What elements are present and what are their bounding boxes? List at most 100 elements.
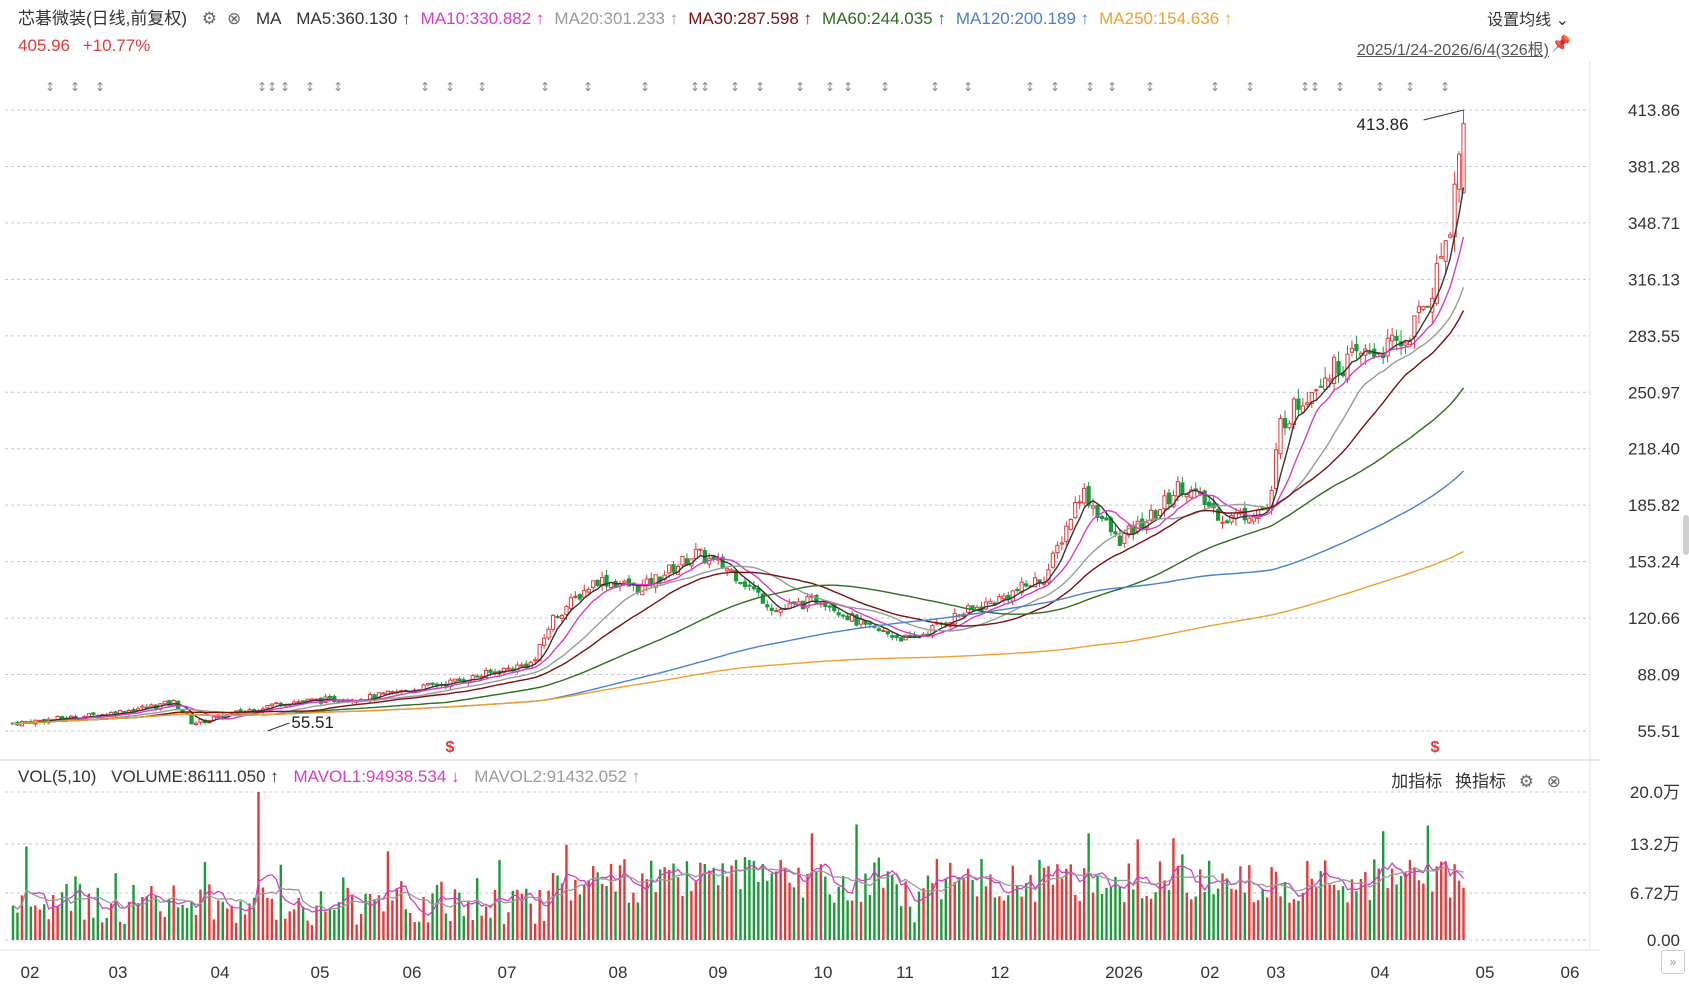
event-marker-icon: ↕ xyxy=(1085,80,1095,94)
chevron-right-icon[interactable]: » xyxy=(1661,950,1685,974)
volume-bar xyxy=(734,859,738,940)
candle-body xyxy=(729,569,734,572)
ma20-line xyxy=(12,287,1465,725)
candle-body xyxy=(738,581,743,585)
volume-bar xyxy=(1082,868,1086,940)
volume-bar xyxy=(203,862,207,940)
volume-bar xyxy=(25,846,28,940)
volume-bar xyxy=(1359,878,1363,940)
price-row: 405.96 +10.77% xyxy=(18,36,158,56)
candle-body xyxy=(1046,569,1051,583)
volume-bar xyxy=(1140,898,1144,940)
ma250-line xyxy=(12,550,1464,725)
volume-bar xyxy=(1435,866,1438,940)
date-range[interactable]: 2025/1/24-2026/6/4(326根) xyxy=(1356,42,1549,59)
candle-body xyxy=(265,704,270,709)
volume-bar xyxy=(1118,886,1122,940)
volume-bar xyxy=(565,844,568,940)
candle-body xyxy=(1166,492,1172,505)
volume-tick-label: 13.2万 xyxy=(1630,835,1680,854)
volume-bar xyxy=(310,925,314,940)
volume-bar xyxy=(1145,895,1148,940)
candle-body xyxy=(501,667,507,674)
volume-bar xyxy=(288,911,291,940)
gear-icon[interactable]: ⚙ xyxy=(1518,772,1535,791)
event-marker-icon: ↕ xyxy=(690,80,700,94)
candle-body xyxy=(506,667,511,670)
candle-body xyxy=(488,669,493,673)
volume-bar xyxy=(65,884,68,940)
volume-bar xyxy=(221,901,224,940)
add-indicator-button[interactable]: 加指标 xyxy=(1391,772,1443,791)
volume-bar xyxy=(949,862,952,940)
candle-body xyxy=(1349,347,1355,353)
volume-bar xyxy=(788,882,791,940)
candle-body xyxy=(1055,544,1060,554)
volume-bar xyxy=(1181,854,1184,940)
event-marker-icon: ↕ xyxy=(1440,80,1450,94)
x-tick-label: 02 xyxy=(1201,963,1220,982)
volume-bar xyxy=(163,917,166,940)
volume-bar xyxy=(605,886,608,940)
volume-bar xyxy=(431,893,434,940)
volume-bar xyxy=(368,893,372,940)
volume-bar xyxy=(1136,839,1139,940)
volume-bar xyxy=(833,902,836,940)
scroll-handle[interactable] xyxy=(1683,515,1689,555)
candle-body xyxy=(390,691,395,694)
event-marker-icon: ↕ xyxy=(1145,80,1155,94)
candle-body xyxy=(1305,402,1310,405)
candle-body xyxy=(430,682,435,686)
volume-bar xyxy=(217,900,220,940)
gear-icon[interactable]: ⚙ xyxy=(201,9,218,28)
volume-bar xyxy=(578,894,582,940)
ma-settings-button[interactable]: 设置均线 ⌄ xyxy=(1487,12,1569,29)
volume-bar xyxy=(1087,833,1090,940)
candle-body xyxy=(765,604,770,608)
candle-body xyxy=(867,622,873,625)
switch-indicator-button[interactable]: 换指标 xyxy=(1455,772,1507,791)
event-marker-icon: ↕ xyxy=(880,80,890,94)
volume-bar xyxy=(672,863,675,940)
volume-bar xyxy=(716,885,720,940)
volume-bar xyxy=(502,924,506,940)
close-icon[interactable]: ⊗ xyxy=(227,9,242,28)
volume-bar xyxy=(779,860,782,940)
x-tick-label: 05 xyxy=(1476,963,1495,982)
candle-body xyxy=(711,556,716,560)
candle-body xyxy=(559,614,565,619)
volume-bar xyxy=(1319,871,1322,940)
event-marker-icon: ↕ xyxy=(70,80,80,94)
candle-body xyxy=(680,555,685,566)
volume-bar xyxy=(743,857,747,940)
vol-title: VOL(5,10) xyxy=(18,767,97,786)
volume-bar xyxy=(971,879,974,940)
price-tick-label: 88.09 xyxy=(1637,666,1680,685)
candle-body xyxy=(1229,514,1234,523)
close-icon[interactable]: ⊗ xyxy=(1546,772,1561,791)
volume-bar xyxy=(377,895,381,940)
volume-bar xyxy=(1386,887,1389,940)
pin-icon[interactable]: 📌 xyxy=(1551,36,1571,53)
volume-bar xyxy=(850,900,854,940)
volume-bar xyxy=(1149,898,1153,940)
candle-body xyxy=(1385,337,1390,357)
candle-body xyxy=(555,616,560,619)
volume-bar xyxy=(989,874,992,940)
volume-bar xyxy=(1154,892,1157,940)
volume-bar xyxy=(1123,902,1126,940)
candle-body xyxy=(1215,509,1221,521)
volume-bar xyxy=(404,909,407,940)
volume-bar xyxy=(123,923,126,940)
volume-bar xyxy=(1283,882,1287,940)
volume-bar xyxy=(190,901,193,940)
candle-body xyxy=(1425,305,1430,308)
volume-bar xyxy=(725,876,729,940)
volume-bar xyxy=(248,903,251,940)
volume-bar xyxy=(1252,902,1255,940)
candle-body xyxy=(564,606,569,615)
candle-body xyxy=(1421,306,1426,310)
volume-bar xyxy=(676,877,680,940)
volume-bar xyxy=(703,863,706,940)
